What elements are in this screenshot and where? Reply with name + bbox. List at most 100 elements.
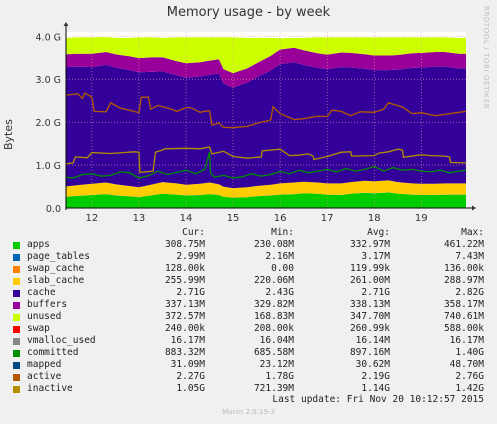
- legend-min-value: 0.00: [271, 263, 294, 274]
- x-tick-label: 19: [415, 213, 428, 224]
- legend-row-swap: swap 240.00k 208.00k 260.99k 588.00k: [0, 323, 497, 335]
- legend-row-swap-cache: swap_cache 128.00k 0.00 119.99k 136.00k: [0, 263, 497, 275]
- legend-avg-value: 2.19G: [361, 371, 390, 382]
- y-tick-label: 2.0 G: [36, 118, 62, 129]
- x-tick-label: 18: [368, 213, 381, 224]
- legend-row-mapped: mapped 31.09M 23.12M 30.62M 48.70M: [0, 359, 497, 371]
- legend-avg-value: 260.99k: [349, 323, 390, 334]
- legend-min-value: 1.78G: [265, 371, 294, 382]
- legend-name: vmalloc_used: [27, 335, 96, 346]
- x-tick-label: 13: [133, 213, 146, 224]
- line-committed: [65, 152, 467, 179]
- y-tick-label: 1.0 G: [36, 161, 62, 172]
- legend-name: swap: [27, 323, 50, 334]
- area-slab-cache: [66, 180, 466, 198]
- legend-name: cache: [27, 287, 56, 298]
- x-tick-label: 15: [227, 213, 240, 224]
- legend-swatch: [13, 314, 20, 321]
- y-axis-arrow: [63, 22, 69, 26]
- legend-swatch: [13, 350, 20, 357]
- legend-max-value: 16.17M: [449, 335, 484, 346]
- legend-avg-value: 1.14G: [361, 383, 390, 394]
- y-tick-label: 3.0 G: [36, 75, 62, 86]
- legend-max-value: 7.43M: [455, 251, 484, 262]
- x-tick-label: 12: [86, 213, 99, 224]
- legend-min-value: 2.16M: [265, 251, 294, 262]
- legend-swatch: [13, 278, 20, 285]
- area-unused: [66, 37, 466, 74]
- x-tick-label: 17: [321, 213, 334, 224]
- legend-cur-value: 308.75M: [164, 239, 205, 250]
- legend-max-value: 358.17M: [443, 299, 484, 310]
- legend-min-value: 168.83M: [253, 311, 294, 322]
- last-update: Last update: Fri Nov 20 10:12:57 2015: [272, 394, 484, 405]
- x-tick-label: 14: [180, 213, 193, 224]
- legend-max-value: 2.76G: [455, 371, 484, 382]
- legend-row-cache: cache 2.71G 2.43G 2.71G 2.82G: [0, 287, 497, 299]
- legend-max-value: 1.42G: [455, 383, 484, 394]
- legend-swatch: [13, 254, 20, 261]
- legend-swatch: [13, 338, 20, 345]
- y-tick-label: 4.0 G: [36, 32, 62, 43]
- legend-avg-value: 30.62M: [355, 359, 390, 370]
- area-cache: [66, 62, 466, 189]
- legend-swatch: [13, 362, 20, 369]
- legend-max-value: 740.61M: [443, 311, 484, 322]
- legend-avg-value: 897.16M: [349, 347, 390, 358]
- legend-name: page_tables: [27, 251, 90, 262]
- legend-cur-value: 2.71G: [176, 287, 205, 298]
- legend-cur-value: 2.27G: [176, 371, 205, 382]
- x-tick-label: 16: [274, 213, 287, 224]
- legend-cur-value: 2.99M: [176, 251, 205, 262]
- area-buffers: [66, 47, 466, 88]
- legend-name: swap_cache: [27, 263, 85, 274]
- legend-max-value: 1.40G: [455, 347, 484, 358]
- legend-swatch: [13, 242, 20, 249]
- y-tick-label: 0.0: [46, 204, 61, 215]
- legend-min-value: 23.12M: [259, 359, 294, 370]
- legend-avg-value: 2.71G: [361, 287, 390, 298]
- legend-avg-value: 347.70M: [349, 311, 390, 322]
- legend-swatch: [13, 386, 20, 393]
- legend-min-value: 685.58M: [253, 347, 294, 358]
- legend-max-value: 2.82G: [455, 287, 484, 298]
- legend-row-inactive: inactive 1.05G 721.39M 1.14G 1.42G: [0, 383, 497, 395]
- legend-name: apps: [27, 239, 50, 250]
- legend-swatch: [13, 266, 20, 273]
- legend-row-active: active 2.27G 1.78G 2.19G 2.76G: [0, 371, 497, 383]
- legend-row-apps: apps 308.75M 230.08M 332.97M 461.22M: [0, 239, 497, 251]
- legend-min-value: 208.00k: [253, 323, 294, 334]
- legend-name: buffers: [27, 299, 68, 310]
- legend-min-value: 329.82M: [253, 299, 294, 310]
- legend-min-value: 230.08M: [253, 239, 294, 250]
- line-inactive: [65, 146, 466, 174]
- legend-avg-value: 119.99k: [349, 263, 390, 274]
- legend-cur-value: 883.32M: [164, 347, 205, 358]
- legend-max-value: 48.70M: [449, 359, 484, 370]
- legend-cur-value: 128.00k: [164, 263, 205, 274]
- legend-avg-value: 332.97M: [349, 239, 390, 250]
- legend-row-slab-cache: slab_cache 255.99M 220.06M 261.00M 288.97M: [0, 275, 497, 287]
- legend-swatch: [13, 374, 20, 381]
- legend-row-unused: unused 372.57M 168.83M 347.70M 740.61M: [0, 311, 497, 323]
- legend-avg-value: 16.14M: [355, 335, 390, 346]
- legend-cur-value: 240.00k: [164, 323, 205, 334]
- legend-max-value: 588.00k: [443, 323, 484, 334]
- legend-swatch: [13, 290, 20, 297]
- legend-header-min: Min:: [271, 227, 294, 238]
- legend-header-cur: Cur:: [182, 227, 205, 238]
- legend-min-value: 721.39M: [253, 383, 294, 394]
- legend-max-value: 288.97M: [443, 275, 484, 286]
- legend-name: mapped: [27, 359, 62, 370]
- legend-cur-value: 255.99M: [164, 275, 205, 286]
- legend-max-value: 461.22M: [443, 239, 484, 250]
- legend-cur-value: 1.05G: [176, 383, 205, 394]
- legend-name: inactive: [27, 383, 73, 394]
- legend-max-value: 136.00k: [443, 263, 484, 274]
- area-apps: [66, 192, 466, 208]
- munin-version: Munin 2.0.19-3: [222, 408, 275, 416]
- legend-name: committed: [27, 347, 79, 358]
- memory-chart: 0.0 1.0 G 2.0 G 3.0 G 4.0 G 12 13 14 15 16 17 18 19: [36, 22, 476, 224]
- legend-name: unused: [27, 311, 62, 322]
- legend-row-vmalloc-used: vmalloc_used 16.17M 16.04M 16.14M 16.17M: [0, 335, 497, 347]
